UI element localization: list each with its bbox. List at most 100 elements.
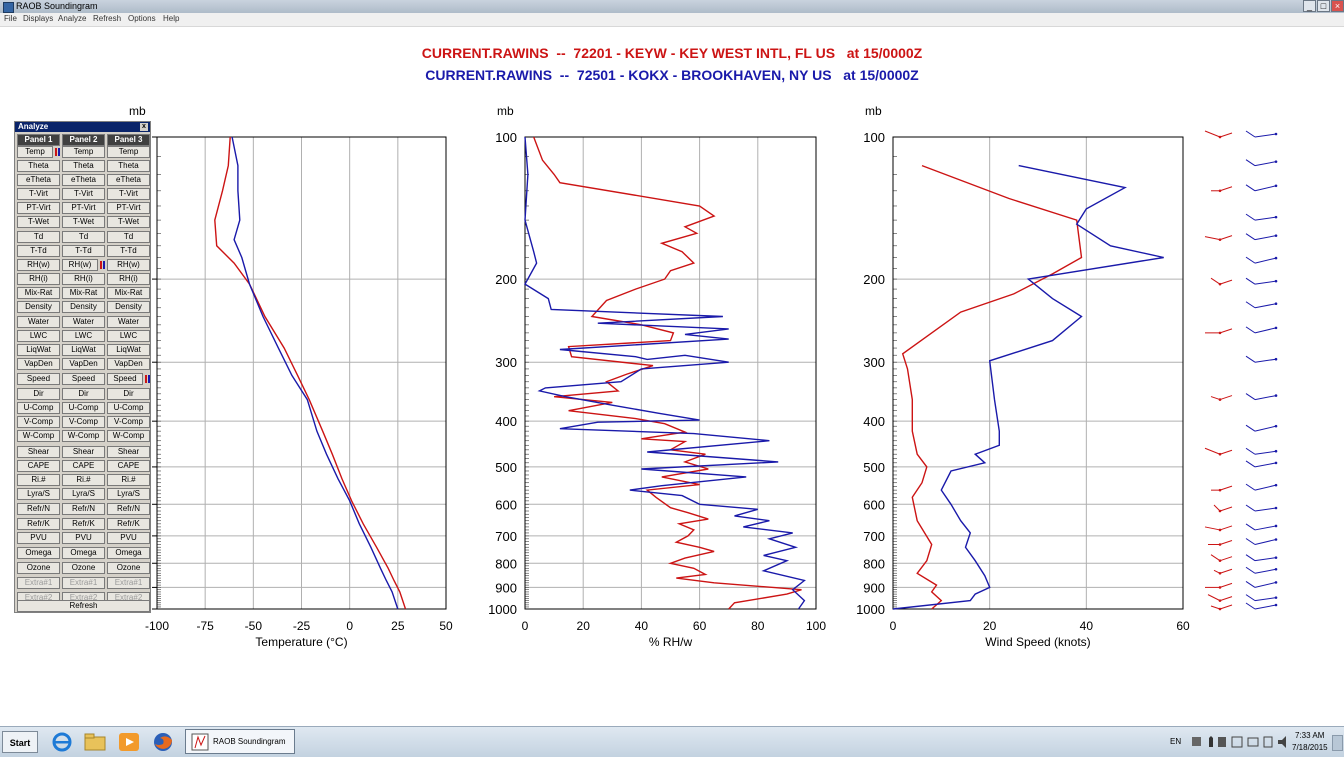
panel-2-cape-button[interactable]: CAPE bbox=[62, 459, 105, 472]
panel-1-u-comp-button[interactable]: U-Comp bbox=[17, 402, 60, 415]
panel-3-t-wet-button[interactable]: T-Wet bbox=[107, 216, 150, 228]
panel-2-t-td-button[interactable]: T-Td bbox=[62, 245, 105, 258]
panel-3-shear-button[interactable]: Shear bbox=[107, 445, 150, 458]
panel-1-temp-button[interactable]: Temp bbox=[17, 146, 53, 158]
panel-2-density-button[interactable]: Density bbox=[62, 301, 105, 314]
panel-2-t-virt-button[interactable]: T-Virt bbox=[62, 188, 105, 200]
firefox-icon[interactable] bbox=[150, 730, 176, 754]
panel-1-omega-button[interactable]: Omega bbox=[17, 546, 60, 559]
media-player-icon[interactable] bbox=[116, 730, 142, 754]
panel-3-vapden-button[interactable]: VapDen bbox=[107, 358, 150, 371]
panel-3-td-button[interactable]: Td bbox=[107, 231, 150, 244]
panel-2-extra-1-button[interactable]: Extra#1 bbox=[62, 577, 105, 589]
panel-1-w-comp-button[interactable]: W-Comp bbox=[17, 430, 60, 443]
panel-3-ri-button[interactable]: Ri.# bbox=[107, 473, 150, 486]
clock-date[interactable]: 7/18/2015 bbox=[1292, 743, 1328, 752]
panel-3-liqwat-button[interactable]: LiqWat bbox=[107, 344, 150, 357]
panel-3-refr-n-button[interactable]: Refr/N bbox=[107, 502, 150, 515]
panel-1-v-comp-button[interactable]: V-Comp bbox=[17, 416, 60, 429]
panel-2-rh-w-button[interactable]: RH(w) bbox=[62, 259, 98, 272]
panel-2-vapden-button[interactable]: VapDen bbox=[62, 358, 105, 371]
panel-2-refr-k-button[interactable]: Refr/K bbox=[62, 517, 105, 530]
panel-3-t-td-button[interactable]: T-Td bbox=[107, 245, 150, 258]
panel-2-shear-button[interactable]: Shear bbox=[62, 445, 105, 458]
panel-2-w-comp-button[interactable]: W-Comp bbox=[62, 430, 105, 443]
panel-1-refr-n-button[interactable]: Refr/N bbox=[17, 502, 60, 515]
clock-time[interactable]: 7:33 AM bbox=[1295, 731, 1325, 740]
panel-2-temp-button[interactable]: Temp bbox=[62, 146, 105, 158]
menu-refresh[interactable]: Refresh bbox=[93, 14, 122, 23]
analyze-close-icon[interactable]: x bbox=[140, 123, 148, 131]
panel-1-pt-virt-button[interactable]: PT-Virt bbox=[17, 202, 60, 214]
panel-3-pt-virt-button[interactable]: PT-Virt bbox=[107, 202, 150, 214]
panel-3-lwc-button[interactable]: LWC bbox=[107, 330, 150, 343]
panel-2-liqwat-button[interactable]: LiqWat bbox=[62, 344, 105, 357]
panel-2-speed-button[interactable]: Speed bbox=[62, 373, 105, 386]
panel-1-ri-button[interactable]: Ri.# bbox=[17, 473, 60, 486]
minimize-button[interactable]: _ bbox=[1303, 0, 1316, 12]
menu-file[interactable]: File bbox=[4, 14, 17, 23]
panel-1-refr-k-button[interactable]: Refr/K bbox=[17, 517, 60, 530]
panel-3-t-virt-button[interactable]: T-Virt bbox=[107, 188, 150, 200]
panel-1-t-wet-button[interactable]: T-Wet bbox=[17, 216, 60, 228]
panel-3-etheta-button[interactable]: eTheta bbox=[107, 174, 150, 186]
panel-3-ozone-button[interactable]: Ozone bbox=[107, 561, 150, 574]
restore-button[interactable]: □ bbox=[1317, 0, 1330, 12]
menu-analyze[interactable]: Analyze bbox=[58, 14, 87, 23]
panel-1-density-button[interactable]: Density bbox=[17, 301, 60, 314]
panel-2-td-button[interactable]: Td bbox=[62, 231, 105, 244]
panel-1-lyra-s-button[interactable]: Lyra/S bbox=[17, 487, 60, 500]
panel-1-td-button[interactable]: Td bbox=[17, 231, 60, 244]
panel-1-t-virt-button[interactable]: T-Virt bbox=[17, 188, 60, 200]
analyze-panel-header[interactable]: Analyze x bbox=[15, 122, 150, 132]
panel-3-omega-button[interactable]: Omega bbox=[107, 546, 150, 559]
panel-2-theta-button[interactable]: Theta bbox=[62, 160, 105, 172]
panel-1-extra-1-button[interactable]: Extra#1 bbox=[17, 577, 60, 589]
menu-displays[interactable]: Displays bbox=[23, 14, 54, 23]
language-indicator[interactable]: EN bbox=[1170, 737, 1182, 746]
panel-1-mix-rat-button[interactable]: Mix-Rat bbox=[17, 287, 60, 300]
file-explorer-icon[interactable] bbox=[82, 730, 108, 754]
panel-3-header[interactable]: Panel 3 bbox=[107, 134, 150, 146]
panel-2-omega-button[interactable]: Omega bbox=[62, 546, 105, 559]
panel-3-v-comp-button[interactable]: V-Comp bbox=[107, 416, 150, 429]
panel-2-pt-virt-button[interactable]: PT-Virt bbox=[62, 202, 105, 214]
panel-1-vapden-button[interactable]: VapDen bbox=[17, 358, 60, 371]
panel-2-v-comp-button[interactable]: V-Comp bbox=[62, 416, 105, 429]
panel-3-cape-button[interactable]: CAPE bbox=[107, 459, 150, 472]
panel-2-pvu-button[interactable]: PVU bbox=[62, 531, 105, 544]
panel-2-mix-rat-button[interactable]: Mix-Rat bbox=[62, 287, 105, 300]
panel-2-header[interactable]: Panel 2 bbox=[62, 134, 105, 146]
panel-2-refr-n-button[interactable]: Refr/N bbox=[62, 502, 105, 515]
panel-3-w-comp-button[interactable]: W-Comp bbox=[107, 430, 150, 443]
panel-1-pvu-button[interactable]: PVU bbox=[17, 531, 60, 544]
panel-3-mix-rat-button[interactable]: Mix-Rat bbox=[107, 287, 150, 300]
panel-1-rh-w-button[interactable]: RH(w) bbox=[17, 259, 60, 272]
panel-3-lyra-s-button[interactable]: Lyra/S bbox=[107, 487, 150, 500]
panel-1-water-button[interactable]: Water bbox=[17, 316, 60, 329]
panel-2-dir-button[interactable]: Dir bbox=[62, 388, 105, 401]
panel-3-water-button[interactable]: Water bbox=[107, 316, 150, 329]
panel-2-water-button[interactable]: Water bbox=[62, 316, 105, 329]
menu-help[interactable]: Help bbox=[163, 14, 180, 23]
panel-3-density-button[interactable]: Density bbox=[107, 301, 150, 314]
panel-3-dir-button[interactable]: Dir bbox=[107, 388, 150, 401]
panel-2-t-wet-button[interactable]: T-Wet bbox=[62, 216, 105, 228]
internet-explorer-icon[interactable] bbox=[49, 730, 75, 754]
panel-3-temp-button[interactable]: Temp bbox=[107, 146, 150, 158]
panel-3-extra-1-button[interactable]: Extra#1 bbox=[107, 577, 150, 589]
panel-1-cape-button[interactable]: CAPE bbox=[17, 459, 60, 472]
menu-options[interactable]: Options bbox=[128, 14, 156, 23]
panel-2-lyra-s-button[interactable]: Lyra/S bbox=[62, 487, 105, 500]
start-button[interactable]: Start bbox=[2, 731, 38, 753]
system-tray-icons[interactable] bbox=[1192, 735, 1288, 749]
panel-2-ozone-button[interactable]: Ozone bbox=[62, 561, 105, 574]
panel-3-theta-button[interactable]: Theta bbox=[107, 160, 150, 172]
panel-2-ri-button[interactable]: Ri.# bbox=[62, 473, 105, 486]
panel-3-pvu-button[interactable]: PVU bbox=[107, 531, 150, 544]
panel-1-liqwat-button[interactable]: LiqWat bbox=[17, 344, 60, 357]
panel-2-etheta-button[interactable]: eTheta bbox=[62, 174, 105, 186]
panel-1-speed-button[interactable]: Speed bbox=[17, 373, 60, 386]
panel-3-refr-k-button[interactable]: Refr/K bbox=[107, 517, 150, 530]
panel-2-lwc-button[interactable]: LWC bbox=[62, 330, 105, 343]
